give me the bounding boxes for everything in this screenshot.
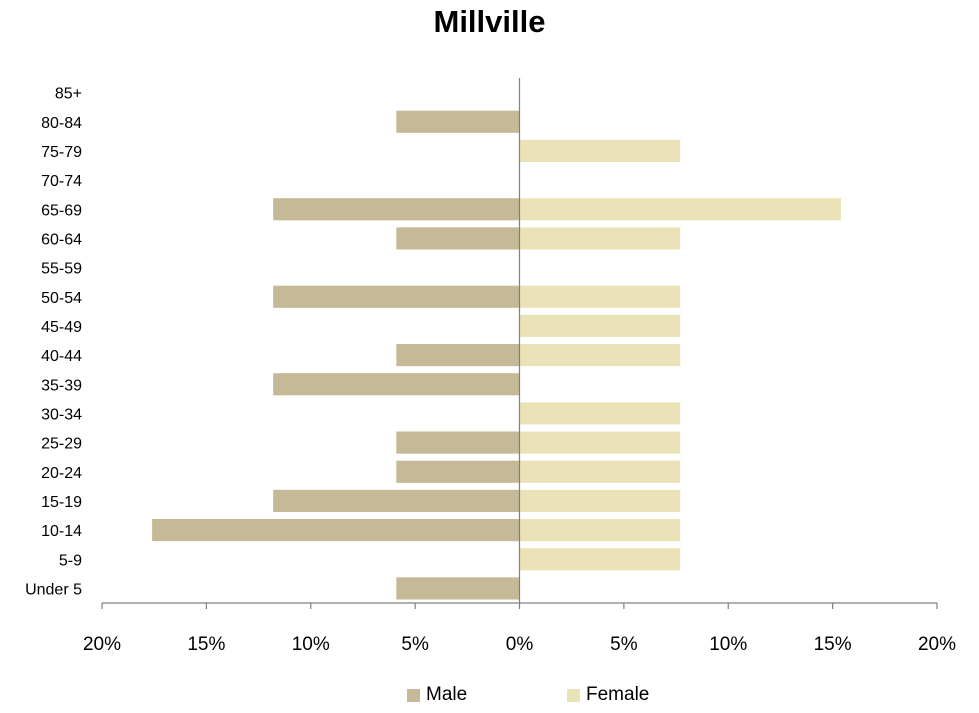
category-labels: 85+ 80-84 75-79 70-74 65-69 60-64 55-59 50-54 45…	[25, 86, 82, 599]
category-label: 75-79	[41, 144, 82, 161]
axes	[101, 78, 938, 609]
bar-female	[519, 198, 841, 221]
x-tick-label: 10%	[709, 634, 747, 655]
category-label: 5-9	[59, 552, 82, 569]
bar-male	[396, 460, 520, 483]
bar-female	[519, 489, 681, 512]
bars-group	[152, 110, 841, 600]
legend-item-female: Female	[567, 684, 649, 706]
bar-male	[273, 285, 520, 308]
legend-label-female: Female	[586, 684, 650, 705]
category-label: 30-34	[41, 406, 82, 423]
legend-item-male: Male	[407, 684, 467, 706]
category-label: 85+	[55, 86, 82, 103]
bar-female	[519, 519, 681, 542]
bar-female	[519, 402, 681, 425]
bar-male	[396, 431, 520, 454]
bar-male	[396, 227, 520, 250]
category-label: 80-84	[41, 115, 82, 132]
x-tick-label: 5%	[401, 634, 429, 655]
category-label: 35-39	[41, 377, 82, 394]
bar-female	[519, 139, 681, 162]
bar-female	[519, 227, 681, 250]
chart-title: Millville	[433, 4, 546, 39]
bar-female	[519, 548, 681, 571]
x-tick-label: 5%	[610, 634, 638, 655]
bar-female	[519, 460, 681, 483]
category-label: 20-24	[41, 465, 82, 482]
bar-female	[519, 314, 681, 337]
bar-male	[273, 198, 520, 221]
bar-male	[273, 373, 520, 396]
bar-male	[273, 489, 520, 512]
legend-label-male: Male	[426, 684, 468, 705]
category-label: 65-69	[41, 202, 82, 219]
bar-male	[396, 110, 520, 133]
bar-female	[519, 285, 681, 308]
bar-male	[396, 344, 520, 367]
x-tick-label: 10%	[292, 634, 330, 655]
legend-swatch-male	[407, 688, 420, 702]
legend-swatch-female	[567, 688, 580, 702]
category-label: 10-14	[41, 523, 82, 540]
category-label: 40-44	[41, 348, 82, 365]
category-label: 70-74	[41, 173, 82, 190]
bar-female	[519, 344, 681, 367]
x-tick-label: 0%	[506, 634, 534, 655]
category-label: 55-59	[41, 261, 82, 278]
legend: Male Female	[0, 684, 979, 712]
category-label: 25-29	[41, 436, 82, 453]
x-tick-label: 15%	[814, 634, 852, 655]
x-tick-labels: 20% 15% 10% 5% 0% 5% 10% 15% 20%	[83, 634, 956, 655]
bar-male	[152, 519, 520, 542]
x-tick-label: 20%	[918, 634, 956, 655]
x-tick-label: 15%	[187, 634, 225, 655]
category-label: 15-19	[41, 494, 82, 511]
bar-female	[519, 431, 681, 454]
category-label: Under 5	[25, 581, 82, 598]
x-tick-label: 20%	[83, 634, 121, 655]
bar-male	[396, 577, 520, 600]
category-label: 50-54	[41, 290, 82, 307]
category-label: 60-64	[41, 231, 82, 248]
category-label: 45-49	[41, 319, 82, 336]
